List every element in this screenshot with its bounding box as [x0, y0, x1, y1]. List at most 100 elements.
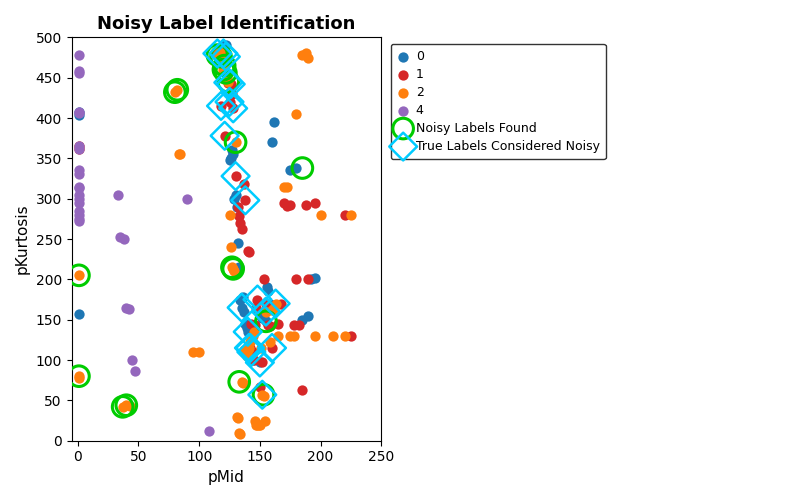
0	[259, 318, 272, 326]
0	[73, 310, 86, 318]
2	[270, 300, 282, 308]
4	[73, 218, 86, 226]
True Labels Considered Noisy	[217, 50, 230, 58]
1	[232, 203, 245, 211]
Noisy Labels Found	[219, 69, 232, 77]
0	[284, 166, 297, 174]
2	[226, 265, 239, 273]
True Labels Considered Noisy	[270, 300, 282, 308]
2	[272, 332, 285, 340]
1	[219, 52, 232, 60]
Noisy Labels Found	[218, 62, 231, 70]
2	[338, 332, 351, 340]
True Labels Considered Noisy	[256, 390, 269, 398]
True Labels Considered Noisy	[214, 102, 227, 110]
4	[73, 170, 86, 178]
2	[247, 328, 260, 336]
True Labels Considered Noisy	[229, 172, 242, 180]
1	[223, 98, 236, 106]
True Labels Considered Noisy	[218, 132, 231, 140]
1	[226, 90, 238, 98]
True Labels Considered Noisy	[242, 328, 254, 336]
2	[302, 54, 315, 62]
0	[302, 312, 315, 320]
4	[73, 67, 86, 75]
0	[232, 239, 245, 247]
2	[249, 416, 262, 424]
1	[73, 142, 86, 150]
4	[73, 109, 86, 117]
1	[290, 276, 302, 283]
2	[169, 88, 182, 96]
4	[120, 304, 133, 312]
0	[268, 118, 281, 126]
1	[233, 212, 246, 220]
True Labels Considered Noisy	[222, 78, 234, 86]
Noisy Labels Found	[259, 318, 272, 326]
0	[235, 304, 248, 312]
2	[296, 51, 309, 59]
0	[305, 276, 318, 283]
1	[211, 50, 224, 58]
0	[242, 344, 255, 352]
Noisy Labels Found	[116, 403, 129, 411]
0	[266, 138, 278, 146]
0	[308, 274, 321, 282]
4	[73, 198, 86, 206]
True Labels Considered Noisy	[226, 104, 239, 112]
1	[247, 356, 260, 364]
2	[239, 348, 252, 356]
0	[226, 146, 238, 154]
1	[259, 300, 272, 308]
2	[219, 69, 232, 77]
1	[272, 320, 285, 328]
4	[73, 69, 86, 77]
Noisy Labels Found	[222, 78, 234, 86]
0	[234, 296, 247, 304]
1	[73, 144, 86, 152]
True Labels Considered Noisy	[211, 50, 224, 58]
1	[280, 202, 293, 210]
1	[235, 226, 248, 234]
Noisy Labels Found	[217, 66, 230, 74]
2	[224, 243, 237, 251]
Noisy Labels Found	[211, 51, 224, 59]
True Labels Considered Noisy	[242, 344, 255, 352]
2	[233, 428, 246, 436]
Noisy Labels Found	[120, 401, 133, 409]
1	[214, 102, 227, 110]
2	[240, 352, 253, 360]
2	[230, 412, 243, 420]
2	[254, 420, 266, 428]
2	[214, 52, 227, 60]
4	[73, 142, 86, 150]
1	[257, 276, 270, 283]
1	[239, 196, 252, 204]
1	[250, 304, 262, 312]
X-axis label: pMid: pMid	[208, 470, 245, 485]
2	[214, 48, 226, 56]
Noisy Labels Found	[229, 138, 242, 146]
Title: Noisy Label Identification: Noisy Label Identification	[98, 15, 356, 33]
4	[73, 51, 86, 59]
2	[234, 430, 247, 438]
1	[287, 322, 300, 330]
True Labels Considered Noisy	[235, 304, 248, 312]
2	[223, 211, 236, 219]
2	[314, 211, 327, 219]
0	[217, 42, 230, 50]
4	[111, 190, 124, 198]
1	[246, 348, 259, 356]
2	[171, 86, 184, 94]
2	[212, 50, 225, 58]
2	[246, 332, 259, 340]
2	[263, 338, 276, 346]
0	[237, 293, 250, 301]
2	[256, 390, 269, 398]
2	[259, 308, 272, 316]
True Labels Considered Noisy	[244, 344, 257, 352]
True Labels Considered Noisy	[219, 52, 232, 60]
0	[290, 164, 302, 172]
4	[126, 356, 138, 364]
4	[73, 215, 86, 223]
